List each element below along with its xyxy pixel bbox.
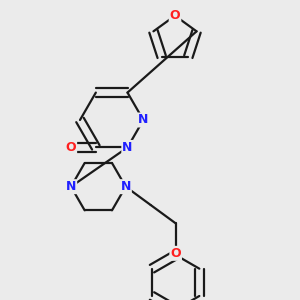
Text: N: N: [66, 180, 76, 193]
Text: O: O: [65, 141, 76, 154]
Text: N: N: [122, 141, 133, 154]
Text: O: O: [170, 247, 181, 260]
Text: O: O: [170, 9, 180, 22]
Text: N: N: [121, 180, 131, 193]
Text: N: N: [138, 113, 148, 127]
